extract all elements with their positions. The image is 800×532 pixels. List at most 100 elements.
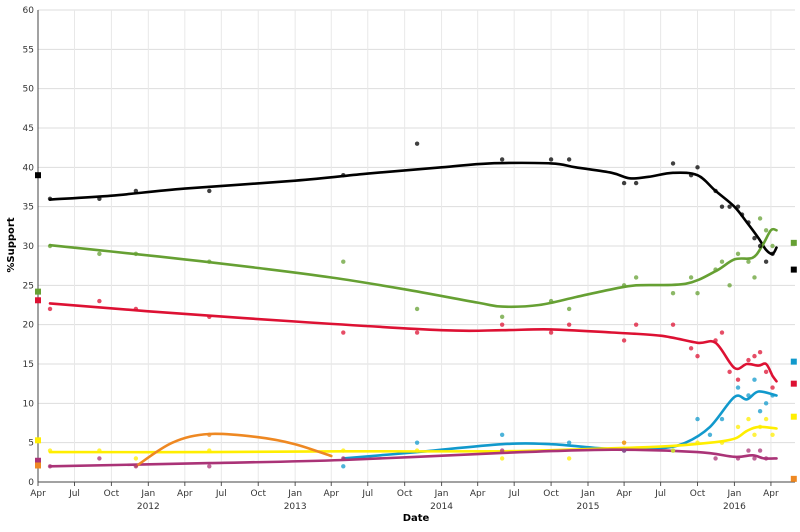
x-tick-label: Apr <box>616 489 632 499</box>
poll-layer <box>47 141 775 469</box>
poll-point <box>752 353 757 359</box>
poll-point <box>757 409 763 414</box>
trend-line <box>48 227 778 309</box>
end-result-marker <box>790 413 797 420</box>
poll-point <box>548 157 554 162</box>
poll-point <box>757 448 763 453</box>
poll-point <box>770 251 775 257</box>
poll-point <box>621 283 627 288</box>
poll-point <box>499 456 505 461</box>
poll-point <box>727 283 732 288</box>
poll-point <box>746 357 751 363</box>
poll-point <box>752 235 757 241</box>
poll-point <box>752 456 757 461</box>
poll-point <box>707 432 713 437</box>
poll-point <box>670 161 676 166</box>
y-tick-label: 35 <box>23 203 34 213</box>
y-tick-label: 25 <box>23 281 34 291</box>
poll-point <box>695 416 700 422</box>
poll-point <box>133 464 139 469</box>
poll-point <box>207 448 212 453</box>
x-year-label: 2013 <box>284 502 307 512</box>
poll-point <box>713 338 718 343</box>
poll-point <box>763 456 769 461</box>
poll-point <box>621 440 627 445</box>
x-tick-label: Jul <box>68 489 80 499</box>
poll-point <box>47 448 53 453</box>
x-tick-label: Oct <box>543 489 559 499</box>
poll-point <box>752 275 757 280</box>
start-result-marker <box>35 288 41 295</box>
poll-point <box>746 416 751 422</box>
poll-point <box>566 456 572 461</box>
poll-point <box>739 212 745 217</box>
poll-point <box>670 291 676 296</box>
poll-point <box>47 306 53 312</box>
start-result-marker <box>35 437 41 444</box>
poll-point <box>757 243 763 249</box>
x-tick-label: Jul <box>215 489 227 499</box>
poll-point <box>499 314 505 319</box>
poll-point <box>47 464 53 469</box>
poll-point <box>207 259 212 264</box>
x-tick-label: Jul <box>508 489 520 499</box>
poll-point <box>670 448 676 453</box>
axes-layer: 0 5 10 15 20 25 30 35 40 45 50 55 60 Apr Jul Oct Jan Apr J… <box>23 6 795 512</box>
poll-point <box>633 180 639 186</box>
y-tick-label: 50 <box>23 85 35 95</box>
end-result-marker <box>790 380 797 387</box>
poll-point <box>341 456 346 461</box>
poll-point <box>133 306 139 312</box>
poll-point <box>746 259 751 264</box>
poll-point <box>763 228 769 233</box>
poll-point <box>499 322 505 327</box>
poll-point <box>341 259 346 264</box>
poll-point <box>566 306 572 312</box>
poll-point <box>757 350 763 355</box>
poll-point <box>746 393 751 398</box>
poll-point <box>757 424 763 430</box>
poll-point <box>719 204 725 209</box>
poll-point <box>770 243 775 249</box>
y-tick-label: 15 <box>23 360 34 370</box>
poll-point <box>341 173 346 178</box>
poll-point <box>207 464 212 469</box>
trend-line <box>342 390 778 460</box>
x-axis-title: Date <box>403 513 430 524</box>
poll-point <box>207 314 212 319</box>
start-result-marker <box>35 462 41 469</box>
x-tick-label: Apr <box>763 489 779 499</box>
poll-point <box>727 204 732 209</box>
poll-point <box>727 369 732 375</box>
x-tick-label: Jul <box>654 489 666 499</box>
y-tick-label: 55 <box>23 45 34 55</box>
poll-point <box>746 220 751 225</box>
poll-point <box>47 196 53 201</box>
poll-point <box>499 432 505 437</box>
poll-point <box>566 322 572 327</box>
poll-point <box>688 346 694 351</box>
x-year-label: 2014 <box>430 502 453 512</box>
poll-point <box>713 456 718 461</box>
y-tick-label: 40 <box>23 163 35 173</box>
poll-point <box>746 448 751 453</box>
poll-point <box>548 330 554 335</box>
y-axis-title: %Support <box>6 217 17 272</box>
poll-point <box>133 251 139 257</box>
poll-point <box>763 369 769 375</box>
poll-point <box>414 440 420 445</box>
poll-point <box>621 338 627 343</box>
poll-point <box>499 448 505 453</box>
poll-point <box>97 251 102 257</box>
poll-point <box>763 259 769 264</box>
trend-line <box>134 432 333 468</box>
poll-point <box>341 448 346 453</box>
x-tick-label: Oct <box>397 489 413 499</box>
x-tick-label: Jan <box>287 489 302 499</box>
poll-point <box>414 448 420 453</box>
poll-point <box>719 259 725 264</box>
poll-point <box>719 416 725 422</box>
x-tick-label: Jan <box>580 489 595 499</box>
x-tick-label: Apr <box>177 489 193 499</box>
